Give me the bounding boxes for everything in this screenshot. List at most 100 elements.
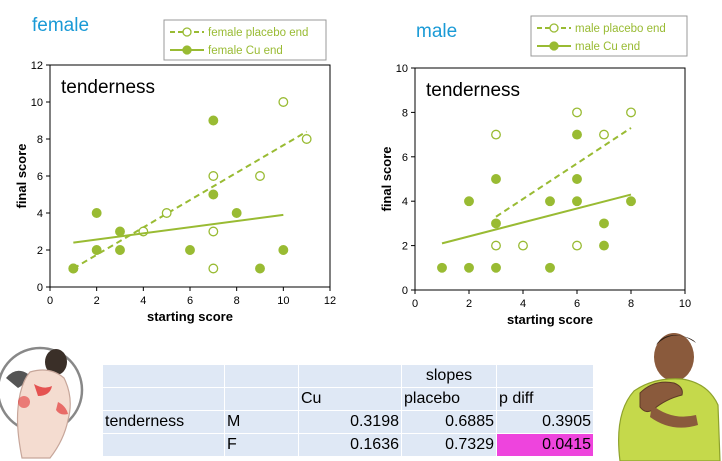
column-header-p-diff: p diff: [496, 387, 594, 411]
y-tick-label: 4: [37, 208, 43, 220]
cu-point: [545, 196, 555, 207]
p-diff-cell: 0.3905: [496, 410, 594, 434]
cu-point: [278, 245, 289, 255]
placebo-point: [301, 134, 312, 144]
placebo-point: [572, 107, 582, 118]
cu-point: [68, 263, 79, 274]
hair-icon: [656, 335, 696, 345]
placebo-point: [208, 263, 219, 274]
cu-point: [626, 196, 636, 207]
y-tick-label: 2: [402, 241, 408, 253]
cu-point: [208, 189, 219, 200]
table-row: slopes: [102, 364, 594, 388]
y-tick-label: 10: [396, 63, 408, 75]
y-tick-label: 6: [402, 152, 408, 164]
placebo-point: [599, 129, 609, 140]
hand-on-shoulder-icon: [639, 381, 683, 413]
cu-point: [231, 208, 242, 218]
legend-label: female placebo end: [208, 27, 308, 39]
cu-point: [185, 245, 195, 255]
cu-point: [572, 174, 582, 184]
placebo-slope-cell: 0.7329: [401, 433, 497, 457]
x-tick-label: 4: [140, 295, 146, 307]
sex-cell: M: [224, 410, 299, 434]
y-tick-label: 0: [37, 282, 43, 294]
placebo-point: [208, 171, 219, 181]
cu-point: [572, 129, 582, 140]
cu-trend-line: [441, 193, 632, 245]
placebo-point: [626, 107, 636, 118]
plot-frame: [414, 67, 686, 291]
cu-point: [491, 218, 501, 229]
male-plot-area: 0 2 4 6 8 10 0 2 4 6 8 10 starting score final score t…: [379, 15, 691, 327]
x-tick-label: 4: [520, 298, 526, 310]
cu-point: [115, 245, 125, 255]
placebo-point: [491, 129, 501, 140]
cu-point: [437, 262, 447, 273]
cu-point: [599, 240, 609, 251]
cu-point: [491, 262, 501, 273]
cu-point: [115, 226, 125, 237]
female-plot-area: 0 2 4 6 8 10 12 0 2 4 6 8 10 12 starting score final sc…: [14, 19, 336, 324]
table-row: Cu placebo p diff: [102, 387, 594, 411]
legend-label: male placebo end: [575, 23, 666, 35]
cu-point: [464, 196, 474, 207]
y-tick-label: 8: [37, 134, 43, 146]
y-tick-label: 8: [402, 107, 408, 119]
cu-point: [91, 208, 102, 218]
x-tick-label: 8: [234, 295, 240, 307]
y-tick-label: 12: [31, 60, 43, 72]
female-chart-title: female: [32, 15, 89, 36]
x-tick-label: 0: [47, 295, 53, 307]
male-chart: male 0 2 4 6 8 10 0 2 4 6 8 10 starting score final s…: [379, 15, 691, 327]
row-label: tenderness: [102, 410, 225, 434]
sex-cell: F: [224, 433, 299, 457]
column-header-cu: Cu: [298, 387, 402, 411]
placebo-trend-line: [495, 127, 632, 218]
x-tick-label: 0: [412, 298, 418, 310]
legend-marker: [182, 27, 192, 37]
p-diff-cell-highlighted: 0.0415: [496, 433, 594, 457]
placebo-point: [278, 97, 289, 107]
placebo-point: [491, 240, 501, 251]
x-tick-label: 8: [628, 298, 634, 310]
y-tick-label: 6: [37, 171, 43, 183]
cu-point: [255, 263, 265, 274]
legend-marker: [549, 41, 559, 51]
x-axis-label: starting score: [147, 309, 233, 324]
torso-icon: [16, 369, 71, 459]
x-tick-label: 10: [277, 295, 289, 307]
female-chart: female 0 2 4 6 8 10 12 0 2 4 6 8 10 12 starting score f…: [14, 15, 336, 324]
x-tick-label: 2: [94, 295, 100, 307]
legend-label: female Cu end: [208, 45, 283, 57]
legend-box: [163, 19, 327, 61]
cu-point: [599, 218, 609, 229]
arm-icon: [650, 405, 698, 428]
x-tick-label: 2: [466, 298, 472, 310]
legend-marker: [182, 45, 192, 55]
cu-slope-cell: 0.3198: [298, 410, 402, 434]
y-tick-label: 2: [37, 245, 43, 257]
cu-point: [491, 174, 501, 184]
slopes-table: slopes Cu placebo p diff tenderness M 0.…: [102, 364, 594, 457]
column-header-placebo: placebo: [401, 387, 497, 411]
x-axis-label: starting score: [507, 312, 593, 327]
hair-icon: [45, 349, 67, 375]
cu-point: [208, 115, 219, 126]
table-row: F 0.1636 0.7329 0.0415: [102, 433, 594, 457]
woman-massage-illustration: [0, 346, 84, 459]
cu-point: [91, 245, 102, 255]
cu-trend-line: [73, 213, 284, 244]
pain-spot-icon: [56, 402, 68, 415]
cu-slope-cell: 0.1636: [298, 433, 402, 457]
chart-annotation: tenderness: [426, 80, 520, 101]
legend-marker: [549, 23, 559, 33]
y-axis-label: final score: [379, 146, 394, 211]
hand-icon: [6, 370, 28, 388]
x-tick-label: 10: [679, 298, 691, 310]
man-shoulder-pain-illustration: [618, 333, 721, 461]
chart-annotation: tenderness: [61, 77, 155, 98]
cu-point: [572, 196, 582, 207]
x-tick-label: 6: [574, 298, 580, 310]
placebo-point: [518, 240, 528, 251]
